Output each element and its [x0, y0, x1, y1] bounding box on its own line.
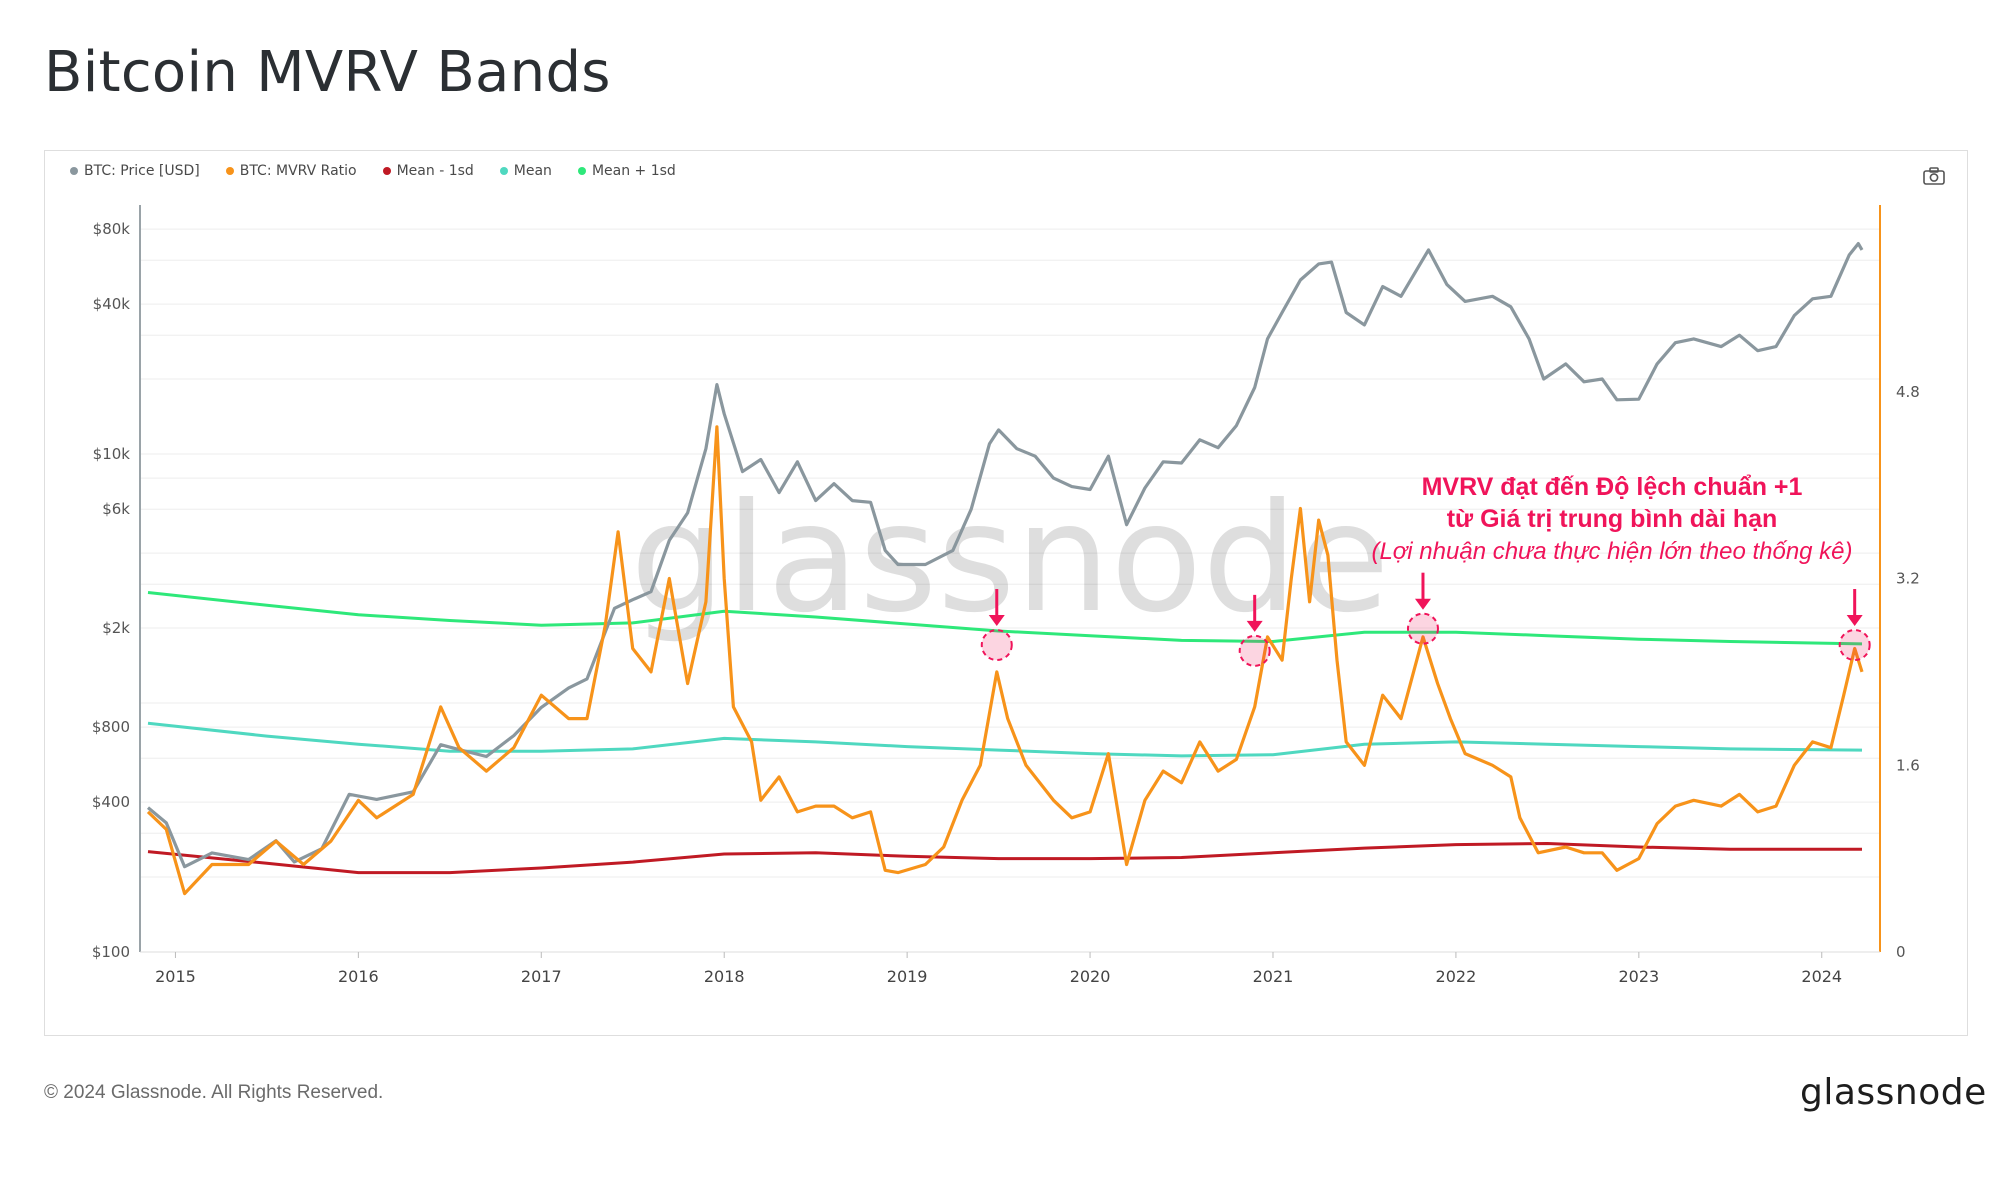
y-left-tick-label: $100	[92, 943, 130, 961]
annotation-line-1: MVRV đạt đến Độ lệch chuẩn +1	[1422, 473, 1803, 501]
y-left-tick-label: $80k	[93, 220, 131, 238]
x-tick-label: 2024	[1801, 967, 1842, 986]
page-title: Bitcoin MVRV Bands	[44, 40, 611, 105]
x-tick-label: 2016	[338, 967, 379, 986]
highlight-arrow-head	[1246, 620, 1263, 632]
chart-legend: BTC: Price [USD] BTC: MVRV Ratio Mean - …	[70, 163, 676, 179]
y-right-tick-label: 0	[1896, 943, 1906, 961]
price-line	[146, 242, 1864, 869]
legend-dot-mean	[499, 167, 508, 175]
y-right-tick-label: 3.2	[1896, 570, 1920, 588]
chart-panel	[44, 150, 1968, 1036]
legend-dot-price	[70, 167, 78, 175]
camera-icon[interactable]	[1922, 166, 1946, 186]
glassnode-logo: glassnode	[1800, 1072, 1987, 1113]
annotation-line-2: từ Giá trị trung bình dài hạn	[1447, 505, 1778, 533]
legend-item-mvrv[interactable]: BTC: MVRV Ratio	[225, 163, 357, 179]
legend-label-mean-minus-1sd: Mean - 1sd	[396, 163, 474, 179]
y-left-tick-label: $10k	[93, 445, 131, 463]
x-tick-label: 2020	[1070, 967, 1111, 986]
x-tick-label: 2023	[1618, 967, 1659, 986]
x-tick-label: 2021	[1253, 967, 1294, 986]
y-left-tick-label: $6k	[102, 500, 130, 518]
copyright-footer: © 2024 Glassnode. All Rights Reserved.	[44, 1082, 384, 1103]
mvrv-line	[146, 425, 1864, 896]
legend-item-mean-plus-1sd[interactable]: Mean + 1sd	[577, 163, 676, 179]
x-tick-label: 2022	[1436, 967, 1477, 986]
highlight-circle	[1406, 612, 1439, 645]
highlight-arrow-head	[1846, 615, 1863, 627]
watermark: glassnode	[630, 472, 1389, 646]
annotation-line-3: (Lợi nhuận chưa thực hiện lớn theo thống…	[1371, 538, 1852, 565]
highlight-arrow-head	[988, 615, 1005, 627]
legend-dot-mvrv	[225, 167, 234, 175]
highlight-circle	[980, 629, 1013, 662]
legend-item-mean[interactable]: Mean	[499, 163, 552, 179]
legend-item-price[interactable]: BTC: Price [USD]	[70, 163, 200, 179]
x-tick-label: 2018	[704, 967, 745, 986]
x-tick-label: 2017	[521, 967, 562, 986]
legend-item-mean-minus-1sd[interactable]: Mean - 1sd	[382, 163, 474, 179]
legend-label-price: BTC: Price [USD]	[84, 163, 200, 179]
legend-label-mean-plus-1sd: Mean + 1sd	[591, 163, 676, 179]
highlight-circle	[1238, 634, 1271, 667]
mean-line	[147, 721, 1863, 758]
x-tick-label: 2019	[887, 967, 928, 986]
highlight-arrow-head	[1414, 598, 1431, 610]
legend-label-mean: Mean	[513, 163, 552, 179]
x-tick-label: 2015	[155, 967, 196, 986]
legend-label-mvrv: BTC: MVRV Ratio	[239, 163, 357, 179]
legend-dot-mean-minus-1sd	[382, 167, 391, 175]
y-left-tick-label: $2k	[102, 619, 130, 637]
y-right-tick-label: 4.8	[1896, 383, 1920, 401]
mean-minus-1sd-line	[147, 842, 1862, 875]
legend-dot-mean-plus-1sd	[577, 167, 586, 175]
y-left-tick-label: $800	[92, 718, 130, 736]
y-right-tick-label: 1.6	[1896, 756, 1920, 774]
y-left-tick-label: $40k	[93, 295, 131, 313]
highlight-circle	[1838, 629, 1871, 662]
y-left-tick-label: $400	[92, 793, 130, 811]
